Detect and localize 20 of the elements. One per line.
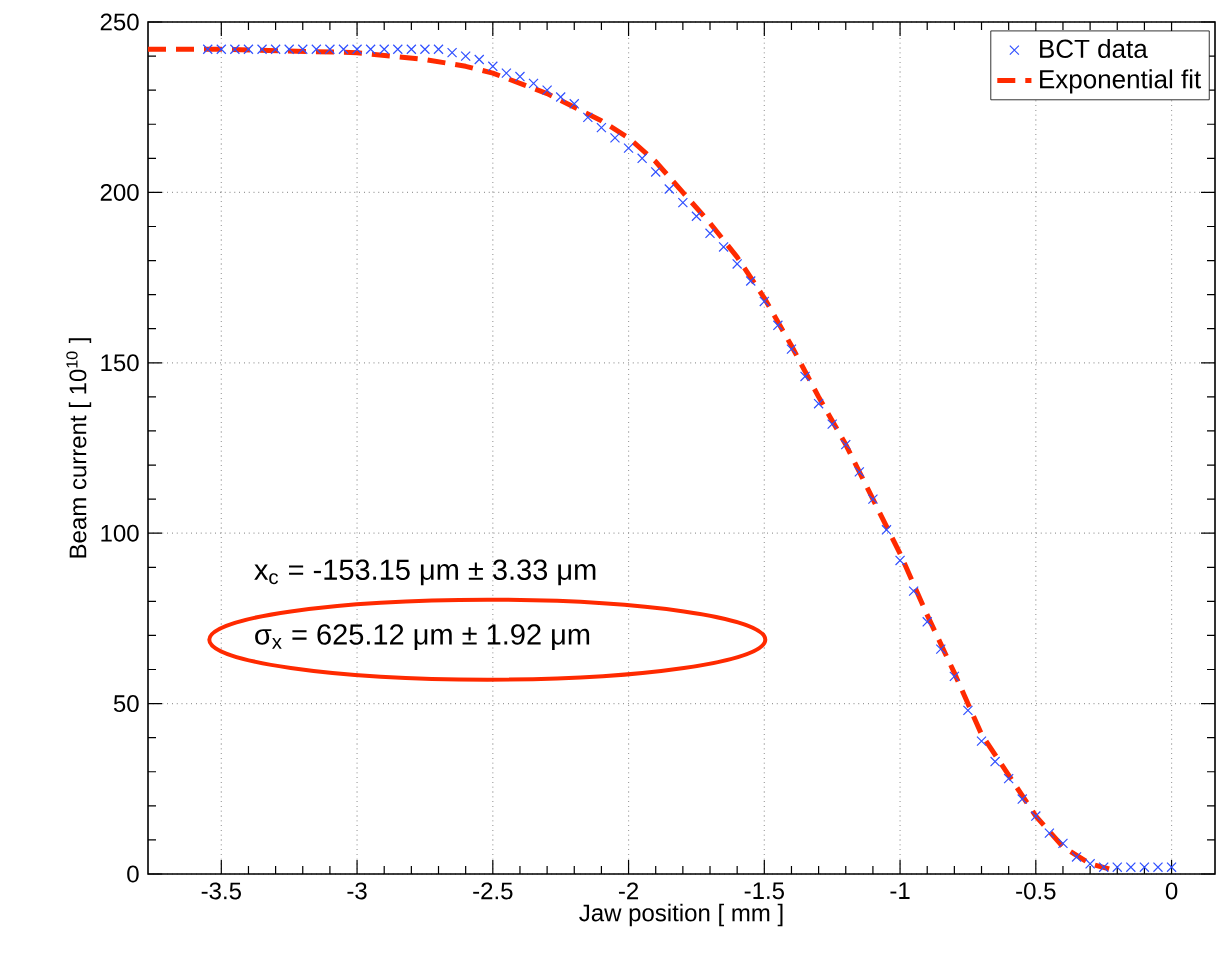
y-tick-label: 100 — [101, 524, 139, 542]
y-tick-label: 0 — [127, 865, 139, 883]
legend-label: Exponential fit — [1040, 69, 1202, 94]
x-tick-label: -1 — [890, 882, 910, 899]
x-tick-label: 0 — [1165, 882, 1178, 900]
y-tick-label: 150 — [101, 354, 139, 372]
x-tick-label: -3.5 — [201, 882, 241, 900]
annotation: x$_{c}$ = -153.15 μm ± 3.33 μm — [254, 559, 596, 586]
x-tick-label: -2.5 — [473, 882, 513, 900]
x-tick-label: -3 — [347, 882, 367, 900]
x-axis-title: Jaw position [ mm ] — [579, 903, 783, 927]
x-tick-label: -2 — [618, 882, 639, 900]
x-tick-label: -0.5 — [1016, 882, 1056, 900]
legend-label: BCT data — [1040, 38, 1148, 59]
y-tick-label: 250 — [100, 13, 139, 31]
y-tick-label: 200 — [100, 183, 139, 201]
y-axis-title: Beam current [ 10$^{10}$ ] — [66, 338, 92, 558]
y-tick-label: 50 — [113, 695, 139, 713]
annotation: σ$_{x}$ = 625.12 μm ± 1.92 μm — [255, 624, 590, 651]
x-tick-label: -1.5 — [744, 882, 784, 900]
